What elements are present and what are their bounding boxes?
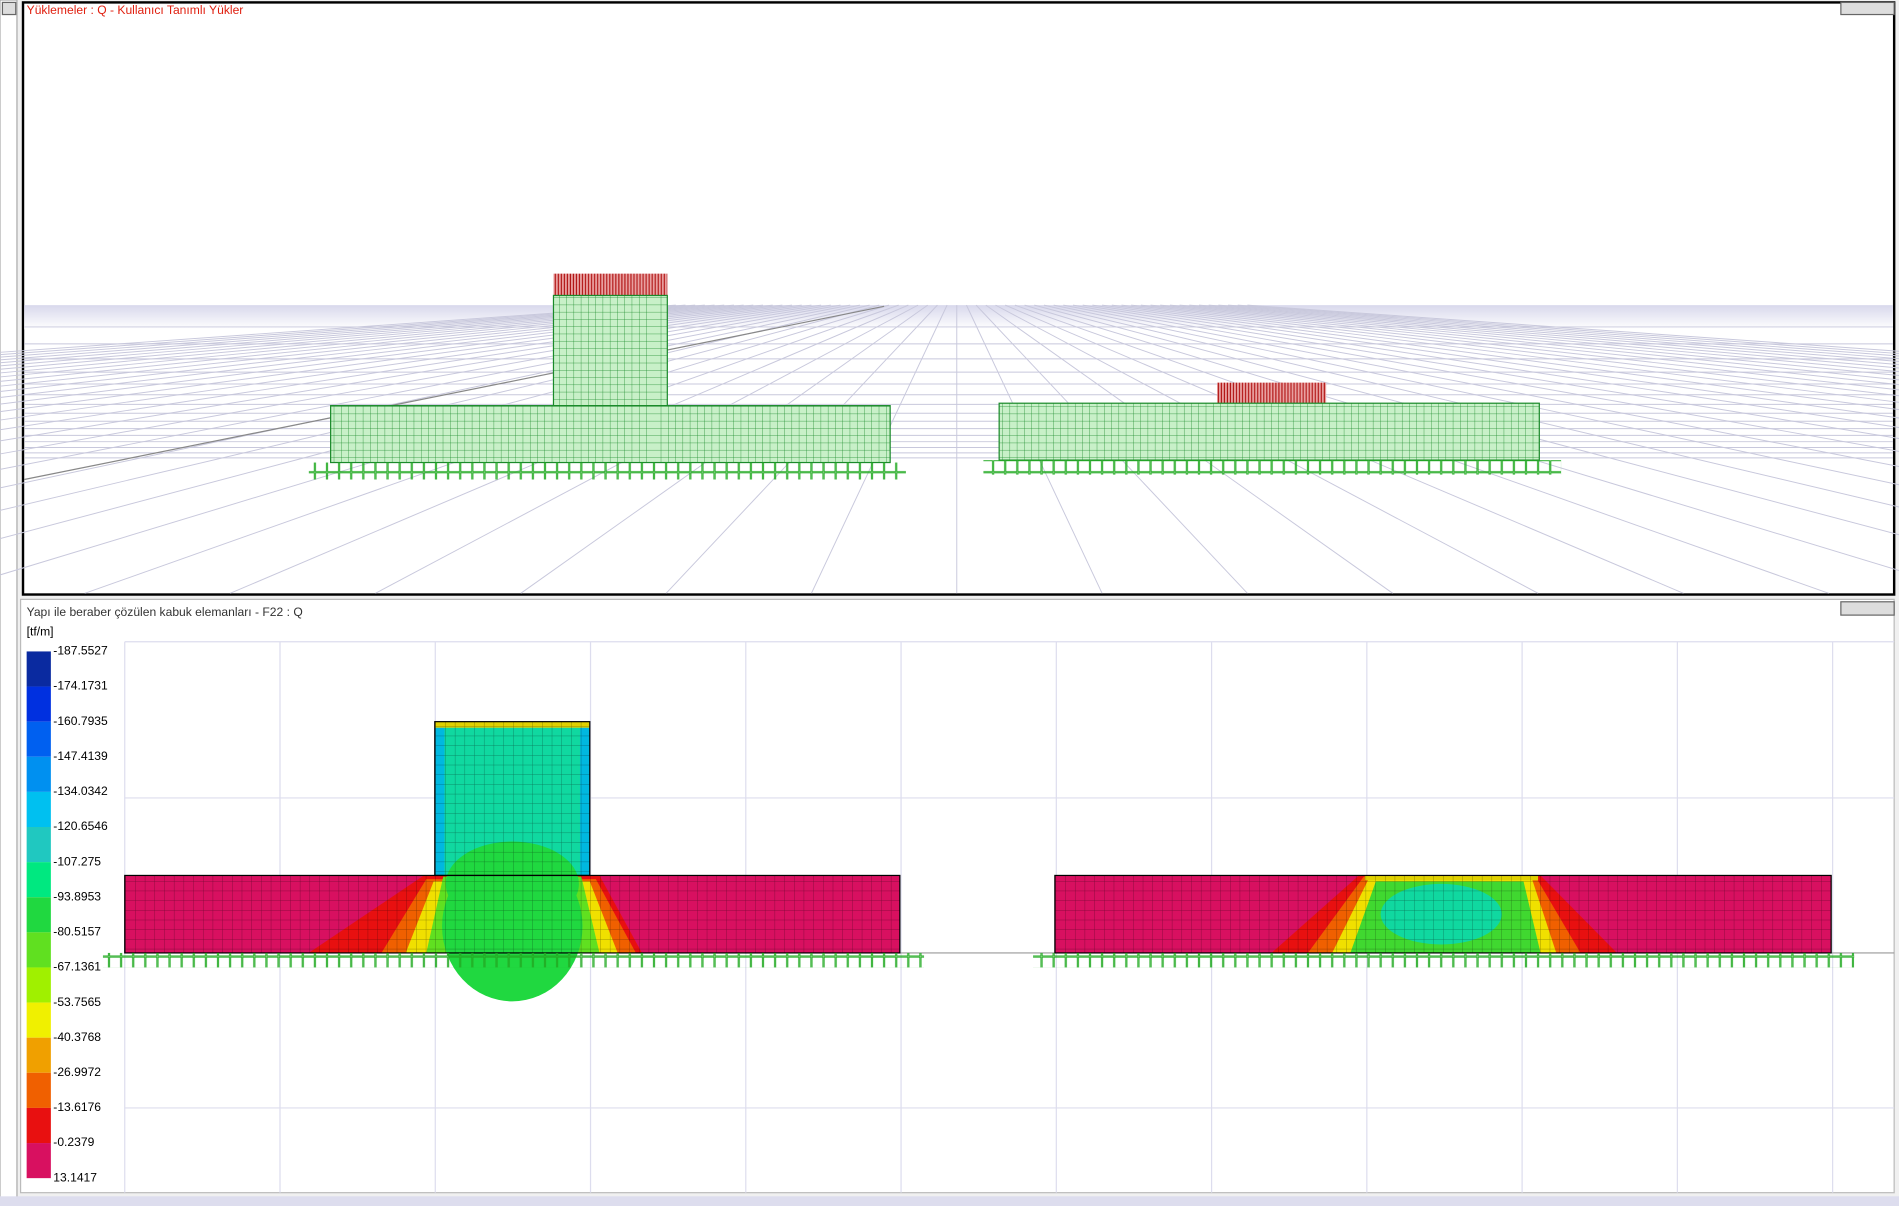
legend-swatch	[26, 1037, 51, 1073]
floor-line	[1228, 304, 1899, 357]
legend-label: -174.1731	[53, 679, 108, 693]
horizon	[24, 305, 1893, 330]
axis-line	[24, 305, 885, 481]
floor-line	[1131, 304, 1899, 397]
floor-line	[1160, 304, 1899, 381]
bottom-panel: Yapı ile beraber çözülen kabuk elemanlar…	[19, 598, 1895, 1194]
floor-line	[0, 304, 773, 393]
floor-line	[0, 304, 725, 370]
legend-label: -93.8953	[53, 889, 101, 903]
floor-line	[1092, 304, 1899, 429]
floor-line	[0, 304, 793, 405]
floor-line	[0, 304, 696, 361]
legend-swatch	[26, 967, 51, 1003]
floor-line	[0, 304, 676, 356]
legend-label: -160.7935	[53, 714, 108, 728]
springs	[1033, 952, 1855, 968]
legend-label: -147.4139	[53, 749, 108, 763]
legend-swatch	[26, 651, 51, 687]
load	[553, 273, 668, 296]
floor-line	[0, 304, 686, 358]
legend-swatch	[26, 756, 51, 792]
floor-line	[1218, 304, 1899, 360]
mesh	[124, 874, 901, 954]
legend-label: -40.3768	[53, 1030, 101, 1044]
floor-line	[1072, 304, 1899, 452]
slab	[330, 405, 891, 464]
floor-line	[1063, 304, 1899, 468]
floor-line	[0, 304, 802, 413]
legend-label: -26.9972	[53, 1065, 101, 1079]
collapse-button[interactable]	[1, 1, 17, 16]
floor-line	[0, 304, 744, 378]
legend-swatch	[26, 1107, 51, 1144]
floor-line	[0, 304, 831, 442]
side-strip	[0, 0, 18, 1206]
floor-line	[0, 304, 705, 364]
legend-swatch	[26, 862, 51, 898]
status-bar	[0, 1196, 1899, 1206]
floor-line	[0, 304, 754, 382]
floor-line	[0, 304, 812, 421]
floor-line	[1053, 304, 1899, 486]
floor-line	[1237, 304, 1899, 355]
legend: -187.5527 -174.1731 -160.7935 -147.4139 -134…	[26, 644, 108, 1184]
window-buttons[interactable]	[1840, 601, 1895, 616]
panel-title: Yüklemeler : Q - Kullanıcı Tanımlı Yükle…	[27, 3, 244, 17]
floor-line	[0, 304, 734, 374]
floor-line	[1082, 304, 1899, 440]
legend-label: -80.5157	[53, 925, 101, 939]
floor-line	[1121, 304, 1899, 403]
floor-line	[0, 304, 822, 431]
wall	[552, 294, 668, 407]
legend-label: 13.1417	[53, 1170, 97, 1184]
floor-line	[1043, 304, 1899, 508]
floor-line	[1179, 304, 1899, 373]
window-buttons[interactable]	[1840, 1, 1895, 16]
floor-line	[1034, 304, 1899, 536]
mesh	[1054, 874, 1832, 954]
floor-line	[1102, 304, 1899, 419]
legend-swatch	[26, 1072, 51, 1108]
floor-line	[1140, 304, 1899, 391]
mesh	[434, 721, 591, 877]
floor-line	[1208, 304, 1899, 363]
top-panel: Yüklemeler : Q - Kullanıcı Tanımlı Yükle…	[0, 1, 1899, 596]
springs	[102, 952, 925, 968]
legend-swatch	[26, 827, 51, 863]
floor-line	[0, 304, 715, 367]
floor-line	[1111, 304, 1899, 411]
floor-line	[1198, 304, 1899, 366]
legend-label: -134.0342	[53, 784, 108, 798]
floor-line	[1150, 304, 1899, 386]
legend-label: -0.2379	[53, 1135, 94, 1149]
floor-line	[0, 304, 783, 398]
legend-label: -107.275	[53, 854, 101, 868]
springs	[983, 460, 1562, 475]
panel-title: Yapı ile beraber çözülen kabuk elemanlar…	[27, 605, 303, 619]
legend-unit: [tf/m]	[27, 624, 54, 638]
legend-swatch	[26, 932, 51, 968]
viewport	[21, 1, 1896, 596]
legend-swatch	[26, 897, 51, 933]
legend-swatch	[26, 686, 51, 722]
load	[1217, 382, 1327, 405]
floor-line	[1169, 304, 1899, 377]
legend-label: -53.7565	[53, 995, 101, 1009]
legend-swatch	[26, 791, 51, 828]
legend-label: -187.5527	[53, 644, 108, 658]
legend-label: -67.1361	[53, 960, 101, 974]
legend-label: -13.6176	[53, 1100, 101, 1114]
springs	[308, 462, 906, 480]
floor-line	[0, 304, 764, 387]
floor-line	[1189, 304, 1899, 369]
slab	[998, 402, 1540, 461]
legend-swatch	[26, 721, 51, 757]
legend-label: -120.6546	[53, 819, 108, 833]
legend-swatch	[26, 1143, 51, 1179]
legend-swatch	[26, 1002, 51, 1038]
